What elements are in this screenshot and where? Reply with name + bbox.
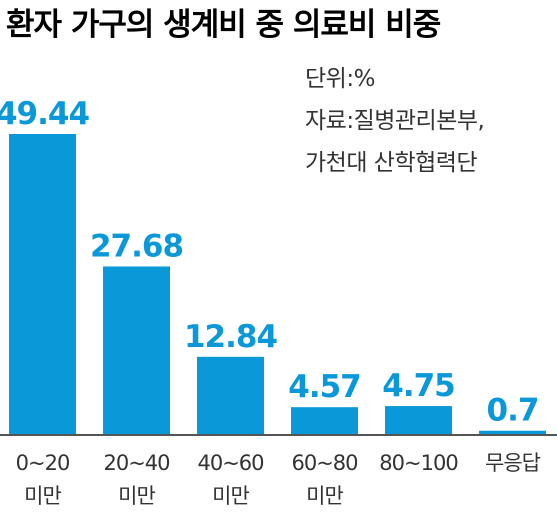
category-label-0: 0~20 (16, 451, 70, 475)
value-label-1: 27.68 (90, 228, 183, 264)
unit-note: 단위:% (305, 66, 375, 92)
source-note-line2: 가천대 산학협력단 (305, 150, 477, 176)
value-label-0: 49.44 (0, 96, 89, 132)
source-note-line1: 자료:질병관리본부, (305, 108, 484, 134)
category-label-1: 20~40 (103, 451, 169, 475)
value-labels-group: 49.44 27.68 12.84 4.57 4.75 0.7 (0, 96, 539, 429)
bar-1 (103, 266, 170, 435)
category-labels-group: 0~20 미만 20~40 미만 40~60 미만 60~80 미만 80~100 무응답 (16, 451, 542, 508)
category-sublabel-2: 미만 (212, 484, 249, 508)
bar-0 (9, 134, 76, 435)
chart-title: 환자 가구의 생계비 중 의료비 비중 (6, 7, 441, 43)
value-label-5: 0.7 (487, 393, 539, 429)
bar-4 (385, 406, 452, 435)
category-sublabel-1: 미만 (118, 484, 155, 508)
category-label-5: 무응답 (485, 451, 541, 475)
category-label-4: 80~100 (379, 451, 457, 475)
bars-group (9, 134, 546, 435)
category-sublabel-0: 미만 (24, 484, 61, 508)
category-sublabel-3: 미만 (306, 484, 343, 508)
value-label-2: 12.84 (184, 319, 277, 355)
bar-2 (197, 356, 264, 435)
category-label-3: 60~80 (291, 451, 357, 475)
bar-3 (291, 407, 358, 435)
value-label-4: 4.75 (382, 368, 455, 404)
category-label-2: 40~60 (197, 451, 263, 475)
bar-5 (479, 430, 546, 435)
value-label-3: 4.57 (288, 369, 361, 405)
